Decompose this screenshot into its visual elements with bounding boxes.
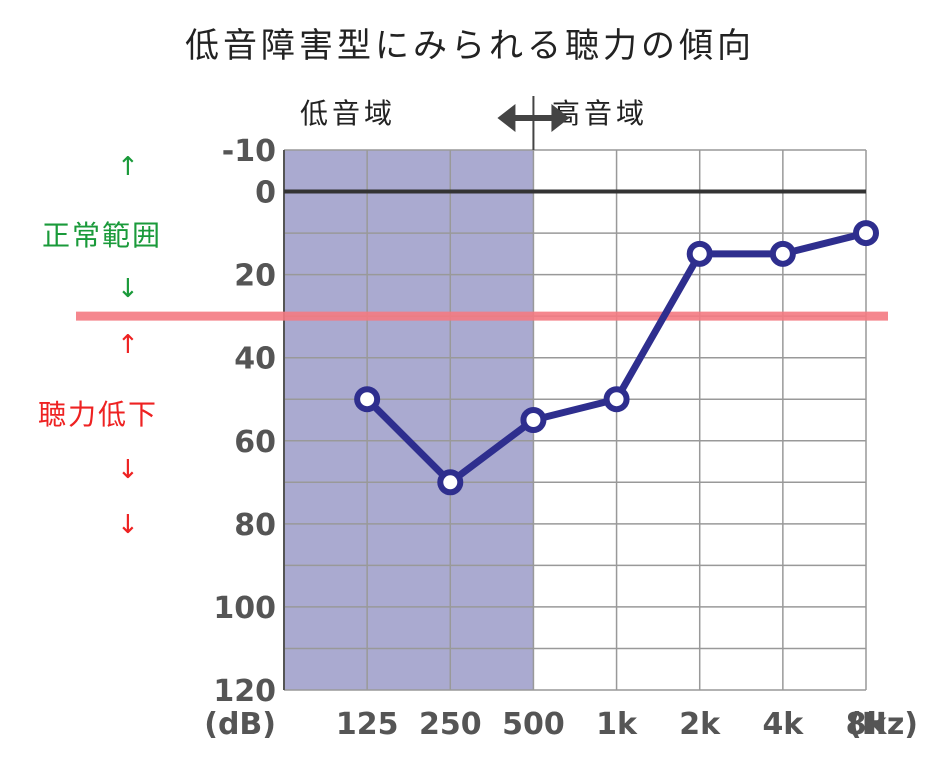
data-point-2k bbox=[686, 240, 713, 267]
hearing-loss-label: 聴力低下 bbox=[38, 398, 159, 431]
y-tick-label: -10 bbox=[222, 134, 276, 169]
low-region-shade bbox=[284, 150, 534, 690]
data-point-250 bbox=[437, 469, 464, 496]
data-point-125 bbox=[354, 386, 381, 413]
x-tick-label-250: 250 bbox=[419, 707, 482, 742]
x-tick-label-4k: 4k bbox=[762, 707, 804, 742]
y-tick-label: 20 bbox=[234, 259, 276, 294]
data-point-4k bbox=[769, 240, 796, 267]
chart-title: 低音障害型にみられる聴力の傾向 bbox=[185, 26, 755, 66]
y-tick-label: 100 bbox=[213, 591, 276, 626]
x-tick-label-500: 500 bbox=[502, 707, 565, 742]
x-tick-label-8k: 8k bbox=[846, 707, 888, 742]
x-tick-label-2k: 2k bbox=[679, 707, 721, 742]
normal-range-label: 正常範囲 bbox=[42, 219, 163, 252]
y-tick-label: 40 bbox=[234, 342, 276, 377]
y-unit-label: (dB) bbox=[204, 707, 276, 742]
region-arrow-left-icon bbox=[497, 104, 516, 132]
high-region-label: 高音域 bbox=[552, 97, 649, 130]
normal-arrow-up: ↑ bbox=[117, 152, 139, 182]
data-point-500 bbox=[520, 407, 547, 433]
y-tick-label: 120 bbox=[213, 674, 276, 709]
loss-arrow-up: ↑ bbox=[117, 330, 139, 360]
x-unit-label: (Hz) bbox=[848, 707, 918, 742]
loss-arrow-down-2: ↓ bbox=[117, 510, 139, 540]
loss-arrow-down-1: ↓ bbox=[117, 455, 139, 485]
region-arrow-right-icon bbox=[551, 104, 570, 132]
x-tick-label-125: 125 bbox=[336, 707, 399, 742]
data-point-8k bbox=[853, 220, 879, 247]
x-tick-label-1k: 1k bbox=[596, 707, 638, 742]
y-tick-label: 60 bbox=[234, 425, 276, 460]
y-tick-label: 80 bbox=[234, 508, 276, 543]
y-tick-label: 0 bbox=[255, 176, 276, 211]
normal-arrow-down: ↓ bbox=[117, 274, 139, 304]
low-region-label: 低音域 bbox=[300, 97, 397, 130]
data-point-1k bbox=[603, 386, 630, 413]
